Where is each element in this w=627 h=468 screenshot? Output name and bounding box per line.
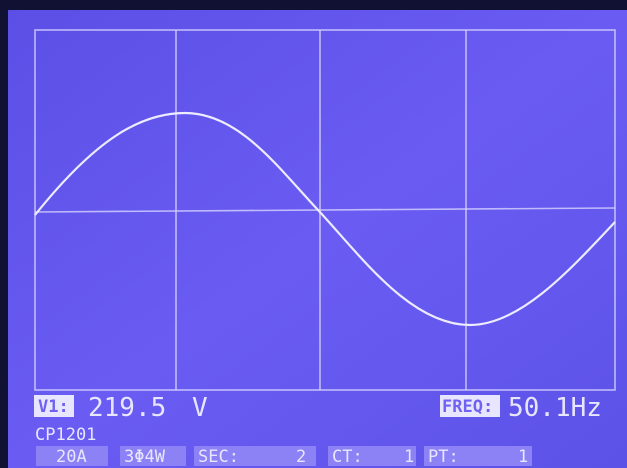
voltage-value: 219.5 xyxy=(88,393,166,423)
pt-label: PT: xyxy=(428,447,459,467)
range: 20A xyxy=(56,447,87,467)
ct-value: 1 xyxy=(404,447,414,467)
device-screen: V1: 219.5 V FREQ: 50.1Hz CP1201 20A 3Φ4W… xyxy=(0,0,627,468)
sec-label: SEC: xyxy=(198,447,239,467)
freq-label: FREQ: xyxy=(442,397,493,417)
pt-value: 1 xyxy=(518,447,528,467)
freq-value: 50.1Hz xyxy=(508,393,602,423)
wiring: 3Φ4W xyxy=(124,447,166,467)
probe: CP1201 xyxy=(35,425,96,445)
ct-label: CT: xyxy=(332,447,363,467)
sec-value: 2 xyxy=(296,447,306,467)
voltage-unit: V xyxy=(192,393,208,423)
voltage-label: V1: xyxy=(38,397,69,417)
